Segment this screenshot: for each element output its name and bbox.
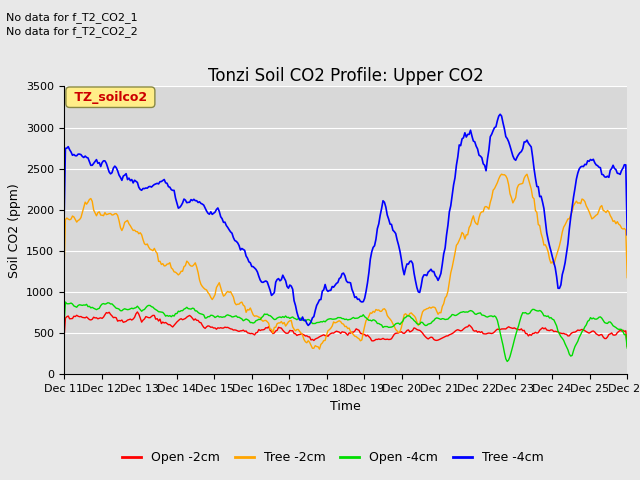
X-axis label: Time: Time bbox=[330, 400, 361, 413]
Title: Tonzi Soil CO2 Profile: Upper CO2: Tonzi Soil CO2 Profile: Upper CO2 bbox=[208, 67, 483, 85]
Y-axis label: Soil CO2 (ppm): Soil CO2 (ppm) bbox=[8, 183, 20, 278]
Text: TZ_soilco2: TZ_soilco2 bbox=[70, 91, 151, 104]
Legend: Open -2cm, Tree -2cm, Open -4cm, Tree -4cm: Open -2cm, Tree -2cm, Open -4cm, Tree -4… bbox=[117, 446, 548, 469]
Text: No data for f_T2_CO2_2: No data for f_T2_CO2_2 bbox=[6, 26, 138, 37]
Text: No data for f_T2_CO2_1: No data for f_T2_CO2_1 bbox=[6, 12, 138, 23]
